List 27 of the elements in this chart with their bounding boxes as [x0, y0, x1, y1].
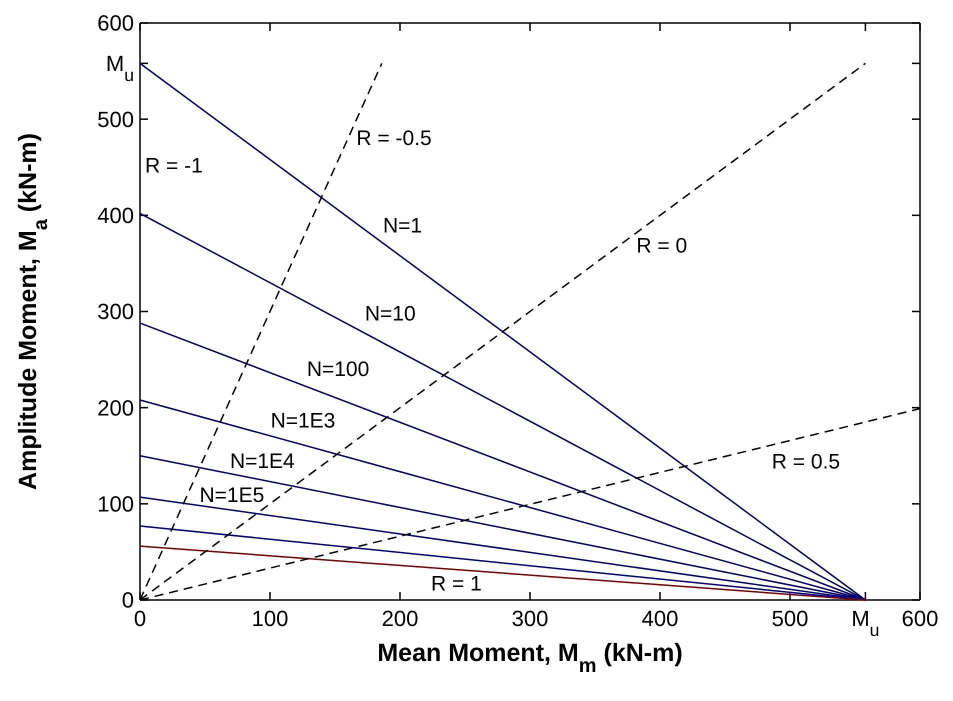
y-tick-label: 200: [97, 395, 134, 420]
series-label: R = 0: [636, 234, 688, 258]
annotation: R = 1: [431, 572, 482, 596]
y-tick-label: 0: [122, 588, 134, 613]
series-label: N=1E4: [230, 450, 296, 473]
y-tick-label: 400: [97, 203, 134, 228]
y-tick-label: 100: [97, 492, 134, 517]
series-label: R = -0.5: [356, 126, 432, 150]
y-tick-label: 300: [97, 299, 134, 324]
y-tick-label: 500: [97, 106, 134, 132]
series-label: N=100: [306, 358, 370, 382]
x-tick-label: 500: [772, 606, 808, 631]
series-label: R = 0.5: [772, 450, 840, 474]
annotation: R = -1: [145, 154, 203, 178]
x-tick-label: 100: [252, 606, 288, 631]
x-tick-label: 400: [642, 606, 678, 631]
series-label: N=1E5: [199, 484, 264, 507]
y-tick-label: M$_{u}$: [106, 51, 134, 86]
series-label: N=1: [383, 214, 422, 238]
y-tick-label: 600: [97, 10, 134, 36]
x-tick-label: 600: [902, 606, 938, 631]
series-label: N=10: [364, 302, 416, 326]
x-tick-label: M$_{u}$: [851, 606, 880, 640]
x-axis-title: Mean Moment, M$_{m}$ (kN-m): [377, 639, 683, 677]
series-label: N=1E3: [270, 409, 336, 432]
x-tick-label: 300: [512, 606, 548, 631]
x-tick-label: 200: [382, 606, 418, 631]
